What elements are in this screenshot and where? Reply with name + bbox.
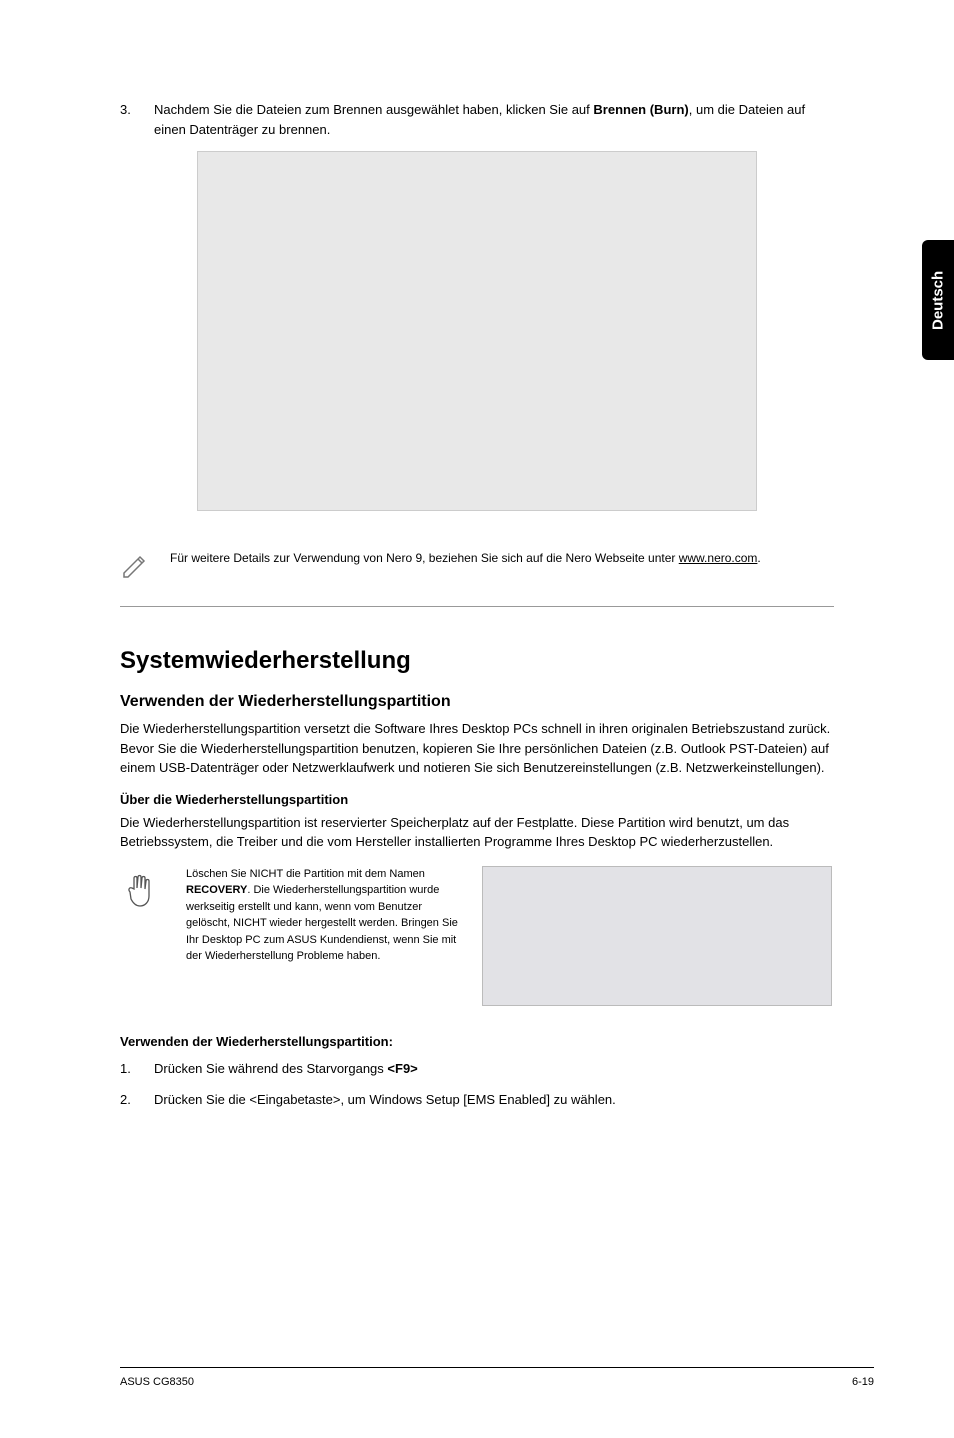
- nero-screenshot: [197, 151, 757, 511]
- list-heading: Verwenden der Wiederherstellungspartitio…: [120, 1034, 834, 1049]
- page-footer: ASUS CG8350 6-19: [120, 1367, 874, 1388]
- section-heading: Systemwiederherstellung: [120, 647, 834, 675]
- step-3-number: 3.: [120, 100, 154, 139]
- list-step-2-number: 2.: [120, 1090, 154, 1110]
- list-step-2-text: Drücken Sie die <Eingabetaste>, um Windo…: [154, 1090, 834, 1110]
- language-tab: Deutsch: [922, 240, 954, 360]
- disk-management-screenshot: [482, 866, 832, 1006]
- list-step-1-prefix: Drücken Sie während des Starvorgangs: [154, 1061, 387, 1076]
- list-step-2: 2. Drücken Sie die <Eingabetaste>, um Wi…: [120, 1090, 834, 1110]
- paragraph-1: Die Wiederherstellungspartition versetzt…: [120, 719, 834, 778]
- step-3-text: Nachdem Sie die Dateien zum Brennen ausg…: [154, 100, 834, 139]
- step-3: 3. Nachdem Sie die Dateien zum Brennen a…: [120, 100, 834, 139]
- caution-row: Löschen Sie NICHT die Partition mit dem …: [120, 866, 834, 1006]
- list-step-1: 1. Drücken Sie während des Starvorgangs …: [120, 1059, 834, 1079]
- pencil-note-icon: [120, 549, 170, 588]
- step-3-prefix: Nachdem Sie die Dateien zum Brennen ausg…: [154, 102, 593, 117]
- note-1-prefix: Für weitere Details zur Verwendung von N…: [170, 551, 679, 565]
- caution-bold: RECOVERY: [186, 884, 247, 896]
- step-3-bold: Brennen (Burn): [593, 102, 688, 117]
- paragraph-2: Die Wiederherstellungspartition ist rese…: [120, 813, 834, 852]
- page-content: 3. Nachdem Sie die Dateien zum Brennen a…: [0, 0, 954, 1182]
- note-1-suffix: .: [757, 551, 760, 565]
- list-step-1-bold: <F9>: [387, 1061, 417, 1076]
- list-step-1-text: Drücken Sie während des Starvorgangs <F9…: [154, 1059, 834, 1079]
- caution-prefix: Löschen Sie NICHT die Partition mit dem …: [186, 868, 425, 880]
- nero-link[interactable]: www.nero.com: [679, 551, 758, 565]
- note-1-text: Für weitere Details zur Verwendung von N…: [170, 549, 834, 567]
- footer-right: 6-19: [852, 1376, 874, 1388]
- sub-heading-1: Verwenden der Wiederherstellungspartitio…: [120, 693, 834, 711]
- list-step-1-number: 1.: [120, 1059, 154, 1079]
- note-row-1: Für weitere Details zur Verwendung von N…: [120, 531, 834, 607]
- sub-sub-heading-1: Über die Wiederherstellungspartition: [120, 792, 834, 807]
- footer-left: ASUS CG8350: [120, 1376, 194, 1388]
- caution-hand-icon: [120, 866, 170, 918]
- caution-text: Löschen Sie NICHT die Partition mit dem …: [186, 866, 466, 965]
